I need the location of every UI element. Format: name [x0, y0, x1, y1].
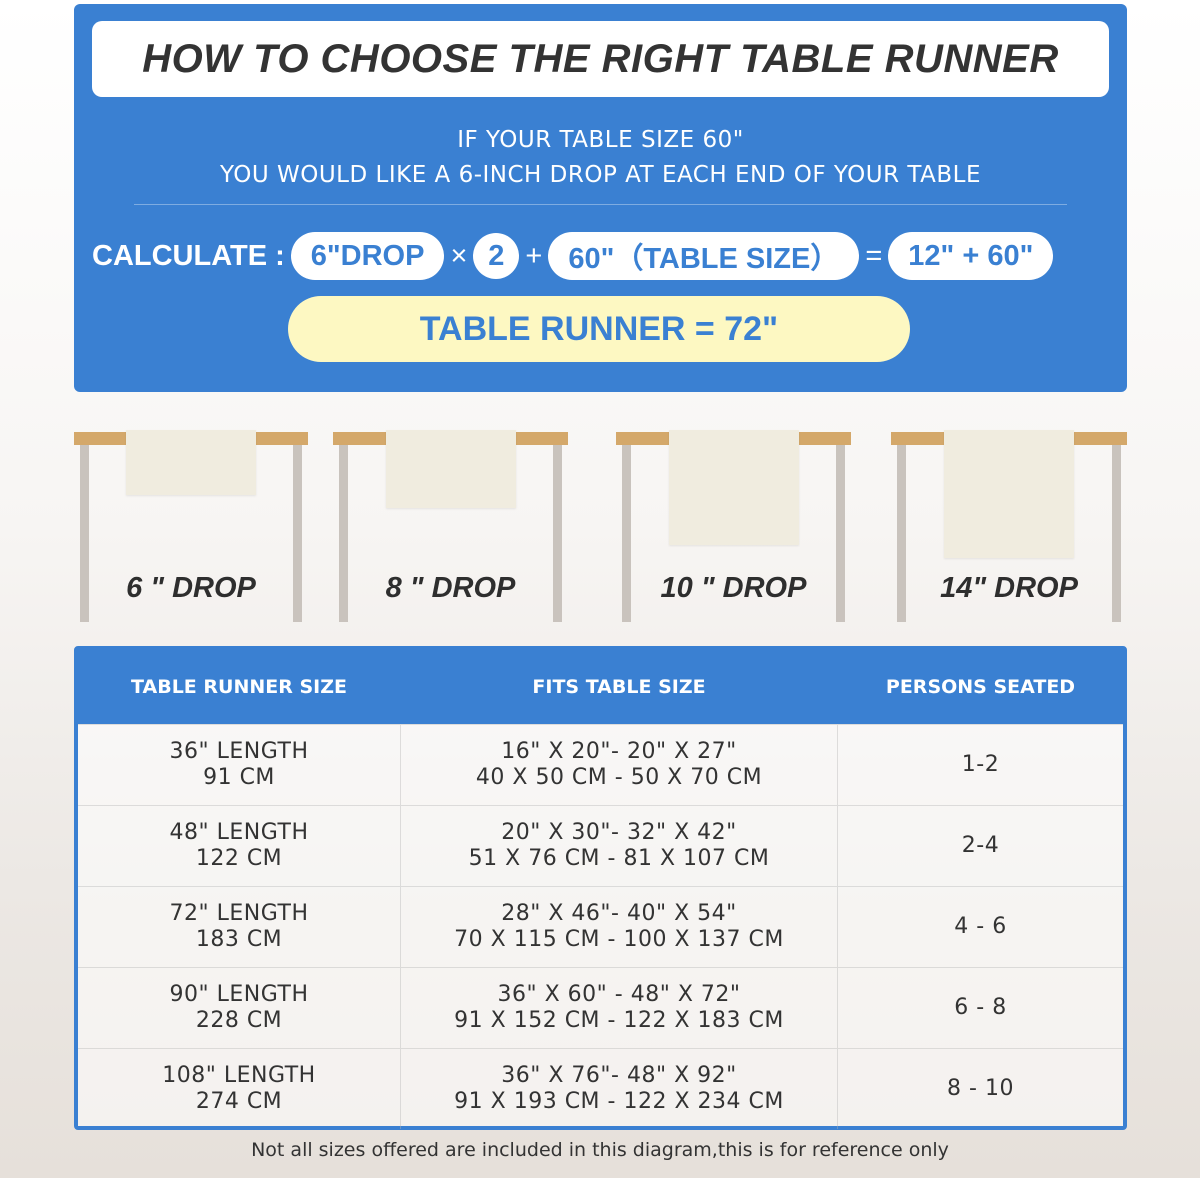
fits-table-size-cell: 20" X 30"- 32" X 42" 51 X 76 CM - 81 X 10… — [400, 806, 838, 886]
runner-size-in: 72" LENGTH — [169, 901, 309, 926]
drop-label: 8 " DROP — [385, 572, 516, 604]
persons-seated-cell: 8 - 10 — [947, 1076, 1014, 1101]
table-drop-figure: 6 " DROP — [74, 430, 308, 622]
header-fits-table-size: FITS TABLE SIZE — [532, 676, 706, 698]
table-header: TABLE RUNNER SIZE FITS TABLE SIZE PERSON… — [78, 650, 1123, 724]
table-size-pill: 60"（TABLE SIZE） — [548, 232, 860, 280]
persons-seated-cell: 2-4 — [961, 833, 1000, 858]
header-persons-seated: PERSONS SEATED — [885, 676, 1076, 698]
table-leg — [80, 445, 89, 622]
table-row: 36" LENGTH 91 CM 16" X 20"- 20" X 27" 40 X… — [78, 724, 1123, 805]
persons-seated-cell: 4 - 6 — [954, 914, 1007, 939]
table-leg — [293, 445, 302, 622]
persons-seated-cell: 6 - 8 — [954, 995, 1007, 1020]
runner-size-cm: 183 CM — [195, 927, 283, 952]
intro-line-1: IF YOUR TABLE SIZE 60" — [457, 127, 744, 153]
calculate-label: CALCULATE : — [92, 239, 285, 272]
fit-size-cm: 91 X 152 CM - 122 X 183 CM — [454, 1008, 784, 1033]
table-drop-figure: 14" DROP — [891, 430, 1127, 622]
table-leg — [339, 445, 348, 622]
fits-table-size-cell: 36" X 60" - 48" X 72" 91 X 152 CM - 122 X… — [400, 968, 838, 1048]
runner-size-in: 36" LENGTH — [169, 739, 309, 764]
fit-size-in: 36" X 60" - 48" X 72" — [497, 982, 741, 1007]
table-leg — [1112, 445, 1121, 622]
calculation-formula: CALCULATE : 6"DROP × 2 + 60"（TABLE SIZE）… — [92, 232, 1054, 280]
runner-size-cell: 36" LENGTH 91 CM — [78, 725, 400, 805]
intro-line-2: YOU WOULD LIKE A 6-INCH DROP AT EACH END… — [219, 162, 982, 188]
fit-size-cm: 91 X 193 CM - 122 X 234 CM — [454, 1089, 784, 1114]
fit-size-cm: 51 X 76 CM - 81 X 107 CM — [468, 846, 770, 871]
table-leg — [622, 445, 631, 622]
runner-size-cell: 72" LENGTH 183 CM — [78, 887, 400, 967]
table-runner-drop — [944, 430, 1074, 558]
runner-size-in: 108" LENGTH — [162, 1063, 316, 1088]
fits-table-size-cell: 36" X 76"- 48" X 92" 91 X 193 CM - 122 X … — [400, 1049, 838, 1129]
plus-sign: + — [525, 239, 543, 272]
table-row: 90" LENGTH 228 CM 36" X 60" - 48" X 72" 91… — [78, 967, 1123, 1048]
fit-size-in: 16" X 20"- 20" X 27" — [501, 739, 737, 764]
footnote: Not all sizes offered are included in th… — [251, 1139, 949, 1161]
divider — [134, 204, 1067, 205]
equals-sign: = — [865, 239, 883, 272]
table-row: 108" LENGTH 274 CM 36" X 76"- 48" X 92" 91… — [78, 1048, 1123, 1129]
table-runner-drop — [385, 430, 516, 508]
table-row: 48" LENGTH 122 CM 20" X 30"- 32" X 42" 51 … — [78, 805, 1123, 886]
runner-size-in: 90" LENGTH — [169, 982, 309, 1007]
table-drop-figure: 8 " DROP — [333, 430, 568, 622]
drop-label: 14" DROP — [940, 572, 1078, 604]
fit-size-in: 28" X 46"- 40" X 54" — [501, 901, 737, 926]
drop-label: 6 " DROP — [126, 572, 256, 604]
drop-pill: 6"DROP — [290, 232, 445, 280]
size-table: TABLE RUNNER SIZE FITS TABLE SIZE PERSON… — [74, 646, 1127, 1130]
table-drop-figure: 10 " DROP — [616, 430, 851, 622]
fits-table-size-cell: 16" X 20"- 20" X 27" 40 X 50 CM - 50 X 70… — [400, 725, 838, 805]
table-runner-drop — [668, 430, 799, 545]
times-sign: × — [450, 239, 468, 272]
runner-size-cell: 90" LENGTH 228 CM — [78, 968, 400, 1048]
runner-size-in: 48" LENGTH — [169, 820, 309, 845]
fit-size-in: 20" X 30"- 32" X 42" — [501, 820, 737, 845]
table-runner-drop — [126, 430, 256, 495]
drop-label: 10 " DROP — [660, 572, 807, 604]
header-runner-size: TABLE RUNNER SIZE — [131, 676, 347, 698]
table-row: 72" LENGTH 183 CM 28" X 46"- 40" X 54" 70 … — [78, 886, 1123, 967]
runner-size-cm: 228 CM — [195, 1008, 283, 1033]
sum-pill: 12" + 60" — [888, 232, 1054, 280]
factor-pill: 2 — [473, 233, 520, 279]
fit-size-cm: 40 X 50 CM - 50 X 70 CM — [475, 765, 763, 790]
calculation-panel: HOW TO CHOOSE THE RIGHT TABLE RUNNER IF … — [74, 4, 1127, 392]
fit-size-in: 36" X 76"- 48" X 92" — [501, 1063, 737, 1088]
runner-size-cm: 122 CM — [195, 846, 283, 871]
page-title: HOW TO CHOOSE THE RIGHT TABLE RUNNER — [92, 21, 1109, 97]
runner-size-cell: 48" LENGTH 122 CM — [78, 806, 400, 886]
table-leg — [836, 445, 845, 622]
runner-size-cm: 274 CM — [195, 1089, 283, 1114]
persons-seated-cell: 1-2 — [961, 752, 1000, 777]
fit-size-cm: 70 X 115 CM - 100 X 137 CM — [454, 927, 784, 952]
result-pill: TABLE RUNNER = 72" — [288, 296, 910, 362]
table-leg — [897, 445, 906, 622]
runner-size-cell: 108" LENGTH 274 CM — [78, 1049, 400, 1129]
fits-table-size-cell: 28" X 46"- 40" X 54" 70 X 115 CM - 100 X … — [400, 887, 838, 967]
table-leg — [553, 445, 562, 622]
runner-size-cm: 91 CM — [203, 765, 275, 790]
